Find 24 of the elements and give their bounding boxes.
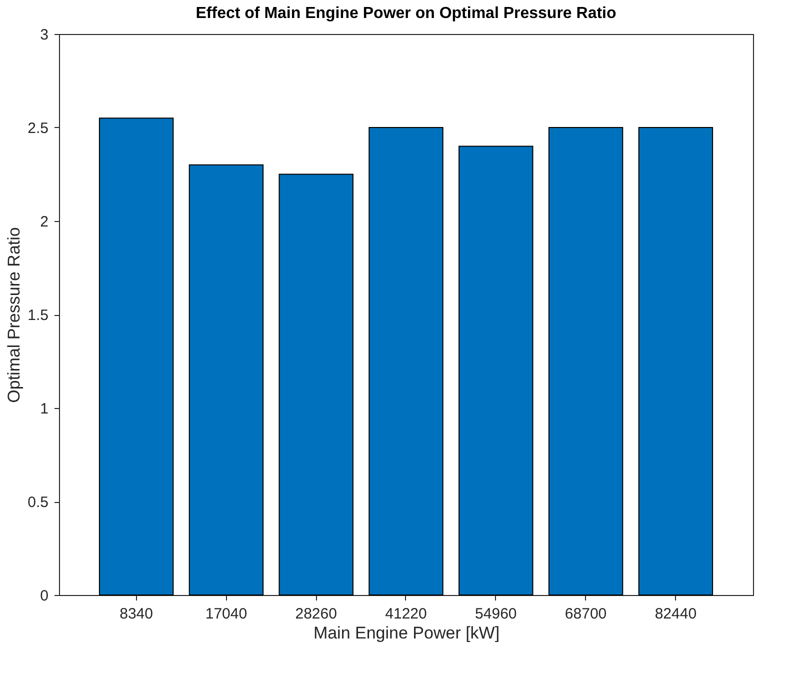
x-tick-label: 41220 (385, 606, 427, 622)
x-tick-label: 68700 (564, 606, 607, 622)
x-tick-label: 17040 (205, 606, 248, 622)
bar (368, 127, 444, 596)
y-tick-label: 1 (40, 400, 48, 418)
y-tick-label: 3 (40, 26, 48, 44)
bar (638, 127, 714, 596)
x-tick-label: 8340 (120, 606, 153, 622)
y-tick-label: 0 (40, 588, 48, 604)
y-tick-label: 0.5 (28, 494, 48, 511)
chart-title: Effect of Main Engine Power on Optimal Pressure Ratio (196, 5, 616, 22)
x-tick-label: 28260 (295, 606, 337, 622)
y-tick-label: 1.5 (28, 307, 48, 324)
bar (548, 127, 624, 596)
bar (98, 118, 174, 596)
y-tick-label: 2.5 (28, 120, 48, 137)
x-axis-title: Main Engine Power [kW] (313, 624, 500, 642)
bar (458, 146, 534, 596)
bar (188, 164, 264, 596)
x-tick-label: 82440 (654, 606, 697, 622)
y-tick-label: 2 (40, 214, 48, 230)
bar (278, 174, 354, 596)
y-axis-title: Optimal Pressure Ratio (4, 227, 24, 403)
x-tick-label: 54960 (475, 606, 517, 622)
